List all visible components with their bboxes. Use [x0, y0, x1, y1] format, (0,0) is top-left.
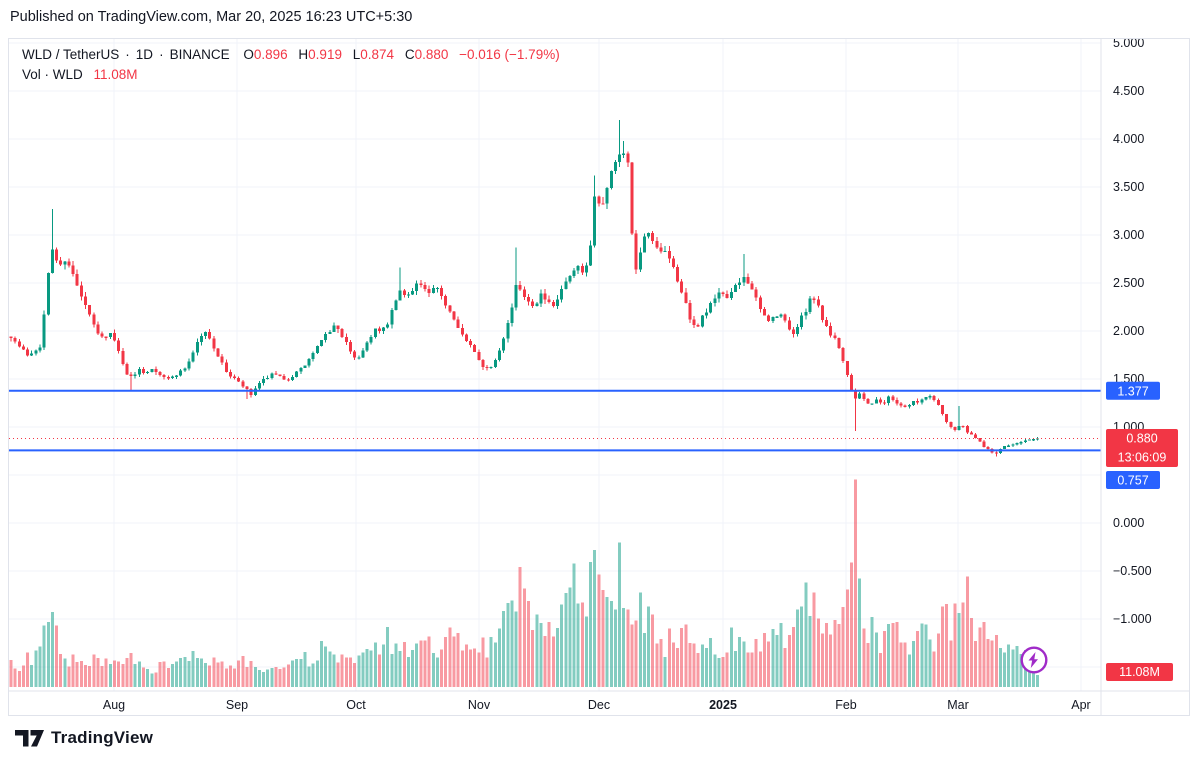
tradingview-logo[interactable]: TradingView	[15, 728, 153, 748]
svg-text:0.757: 0.757	[1117, 474, 1148, 488]
published-caption: Published on TradingView.com, Mar 20, 20…	[10, 9, 413, 25]
pane-separators	[9, 39, 1189, 715]
close-label: C	[404, 47, 415, 62]
interval-label: 1D	[135, 47, 154, 62]
time-axis[interactable]: Aug Sep Oct Nov Dec 2025 Feb Mar Apr	[103, 698, 1091, 712]
svg-text:0.000: 0.000	[1113, 516, 1144, 530]
chart-legend: WLD / TetherUS · 1D · BINANCE O0.896 H0.919 …	[22, 45, 560, 85]
close-value: 0.880	[414, 47, 449, 62]
svg-text:2025: 2025	[709, 698, 737, 712]
high-label: H	[298, 47, 309, 62]
exchange-label: BINANCE	[169, 47, 230, 62]
lightning-bolt-icon	[1020, 646, 1048, 674]
svg-text:0.880: 0.880	[1126, 432, 1157, 446]
svg-text:5.000: 5.000	[1113, 39, 1144, 50]
svg-text:Apr: Apr	[1071, 698, 1090, 712]
svg-text:2.000: 2.000	[1113, 324, 1144, 338]
boost-lightning-icon[interactable]	[1019, 645, 1049, 675]
change-value: −0.016 (−1.79%)	[459, 47, 560, 62]
volume-label: Vol · WLD	[22, 67, 83, 82]
candlestick-series	[9, 119, 1040, 457]
svg-text:Feb: Feb	[835, 698, 857, 712]
tradingview-logo-icon	[15, 729, 44, 746]
open-label: O	[243, 47, 254, 62]
price-level-lines	[9, 389, 1101, 452]
svg-text:Dec: Dec	[588, 698, 610, 712]
grid-lines	[9, 39, 1101, 691]
svg-text:−0.500: −0.500	[1113, 564, 1152, 578]
high-value: 0.919	[308, 47, 342, 62]
svg-text:Oct: Oct	[346, 698, 366, 712]
svg-text:Aug: Aug	[103, 698, 125, 712]
svg-text:Sep: Sep	[226, 698, 248, 712]
chart-canvas[interactable]: 5.0004.5004.0003.5003.0002.5002.0001.500…	[9, 39, 1189, 715]
separator-dot: ·	[125, 47, 130, 62]
low-label: L	[352, 47, 361, 62]
separator-dot: ·	[159, 47, 164, 62]
tradingview-logo-text: TradingView	[51, 728, 154, 747]
svg-text:−1.000: −1.000	[1113, 612, 1152, 626]
svg-text:Nov: Nov	[468, 698, 491, 712]
svg-text:2.500: 2.500	[1113, 276, 1144, 290]
chart-widget: 5.000 4.500 4.000 3.500 3.000 2.500 2.000 1.500…	[8, 38, 1190, 716]
svg-text:4.000: 4.000	[1113, 132, 1144, 146]
svg-text:13:06:09: 13:06:09	[1118, 451, 1167, 465]
price-axis[interactable]: 5.0004.5004.0003.5003.0002.5002.0001.500…	[1113, 39, 1152, 626]
svg-text:11.08M: 11.08M	[1119, 665, 1160, 679]
svg-text:Mar: Mar	[947, 698, 969, 712]
svg-text:3.500: 3.500	[1113, 180, 1144, 194]
svg-text:3.000: 3.000	[1113, 228, 1144, 242]
axis-price-labels: 1.377 0.757 0.880 13:06:09 11.08M	[1106, 381, 1178, 681]
volume-series	[9, 479, 1040, 687]
low-value: 0.874	[360, 47, 395, 62]
svg-text:4.500: 4.500	[1113, 84, 1144, 98]
open-value: 0.896	[253, 47, 288, 62]
svg-text:1.377: 1.377	[1117, 384, 1148, 398]
volume-value: 11.08M	[93, 67, 138, 82]
symbol-title: WLD / TetherUS	[22, 47, 120, 62]
